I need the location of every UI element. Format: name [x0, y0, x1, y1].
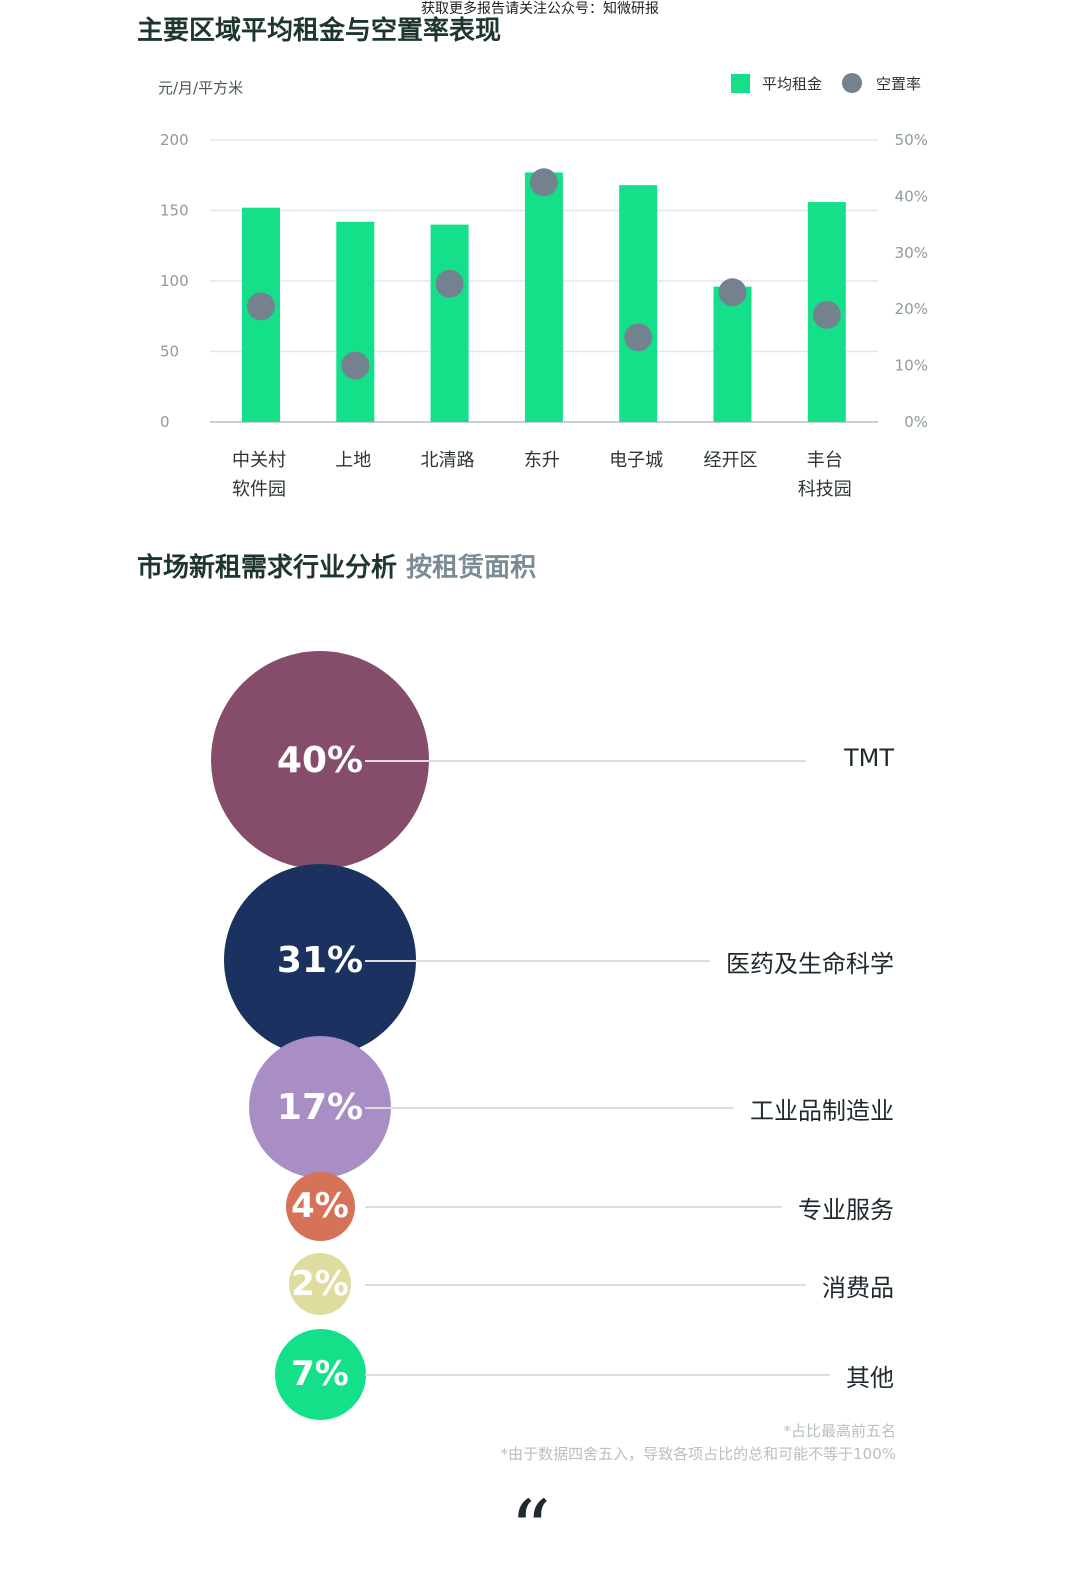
legend-bar-label: 平均租金: [762, 75, 822, 93]
bar: [619, 185, 658, 422]
chart2-title-sub: 按租赁面积: [406, 553, 537, 583]
category-label: 软件园: [232, 479, 286, 500]
y2-tick-label: 20%: [895, 300, 928, 318]
y2-tick-label: 50%: [895, 131, 928, 149]
industry-label: 工业品制造业: [750, 1097, 894, 1125]
vacancy-dot: [435, 269, 464, 298]
category-label: 上地: [335, 450, 371, 471]
vacancy-dot: [812, 300, 841, 329]
leader-line: [365, 1284, 806, 1286]
y2-tick-label: 0%: [904, 413, 928, 431]
vacancy-dot: [718, 278, 747, 307]
category-label: 经开区: [704, 450, 758, 471]
vacancy-dot: [247, 292, 275, 321]
category-label: 科技园: [798, 479, 852, 500]
y-tick-label: 100: [160, 272, 189, 290]
legend-dot-swatch: [842, 73, 862, 93]
leader-line: [365, 1206, 782, 1208]
bar: [430, 224, 469, 422]
category-label: 丰台: [807, 450, 843, 471]
leader-line: [365, 1374, 830, 1376]
legend-bar-swatch: [731, 74, 750, 93]
y-tick-label: 0: [160, 413, 170, 431]
note-rounding: *由于数据四舍五入，导致各项占比的总和可能不等于100%: [500, 1445, 896, 1463]
vacancy-dot: [341, 351, 370, 380]
y2-tick-label: 40%: [895, 187, 928, 205]
industry-bubble-chart: 40% TMT 31% 医药及生命科学 17% 工业品制造业 4% 专业服务 2% 消费品 7% 其他: [0, 600, 1080, 1440]
category-label: 电子城: [609, 450, 663, 471]
category-label: 北清路: [421, 450, 475, 471]
chart2-title: 市场新租需求行业分析 按租赁面积: [137, 547, 536, 584]
watermark-text: 获取更多报告请关注公众号：知微研报: [421, 1, 659, 17]
chart1-title: 主要区域平均租金与空置率表现: [137, 16, 502, 46]
y-tick-label: 200: [160, 131, 189, 149]
industry-pct: 2%: [291, 1264, 349, 1304]
vacancy-dot: [529, 168, 558, 197]
industry-bubble: 7%: [274, 1328, 366, 1420]
bar: [336, 221, 375, 422]
industry-pct: 4%: [291, 1186, 349, 1226]
industry-pct: 40%: [276, 739, 364, 781]
legend-dot-label: 空置率: [876, 75, 921, 93]
industry-pct: 17%: [276, 1086, 364, 1128]
industry-pct: 31%: [276, 939, 364, 981]
industry-label: 专业服务: [798, 1196, 894, 1224]
bar: [713, 286, 752, 422]
vacancy-dot: [624, 323, 653, 352]
chart2-title-main: 市场新租需求行业分析: [137, 553, 398, 583]
industry-label: 消费品: [822, 1274, 894, 1302]
category-label: 中关村: [232, 450, 286, 471]
leader-line: [365, 960, 710, 962]
rent-vacancy-chart: 元/月/平方米 0 50 100 150 200 0% 10% 20% 30% 40% 50% 平均租金…: [158, 73, 928, 500]
industry-label: 医药及生命科学: [726, 950, 894, 978]
y-axis-unit-label: 元/月/平方米: [158, 79, 243, 97]
industry-label: 其他: [846, 1364, 894, 1392]
quote-mark-icon: “: [510, 1483, 551, 1576]
y2-tick-label: 30%: [895, 244, 928, 262]
industry-pct: 7%: [291, 1354, 349, 1394]
leader-line: [365, 1107, 734, 1109]
y-tick-label: 50: [160, 343, 179, 361]
industry-label: TMT: [843, 744, 894, 772]
industry-bubble: 4%: [285, 1171, 355, 1241]
bar: [524, 172, 563, 422]
y2-tick-label: 10%: [895, 357, 928, 375]
industry-bubble: 2%: [289, 1253, 351, 1315]
note-top-five: *占比最高前五名: [783, 1422, 896, 1440]
y-tick-label: 150: [160, 202, 189, 220]
leader-line: [365, 760, 806, 762]
category-label: 东升: [524, 450, 560, 471]
